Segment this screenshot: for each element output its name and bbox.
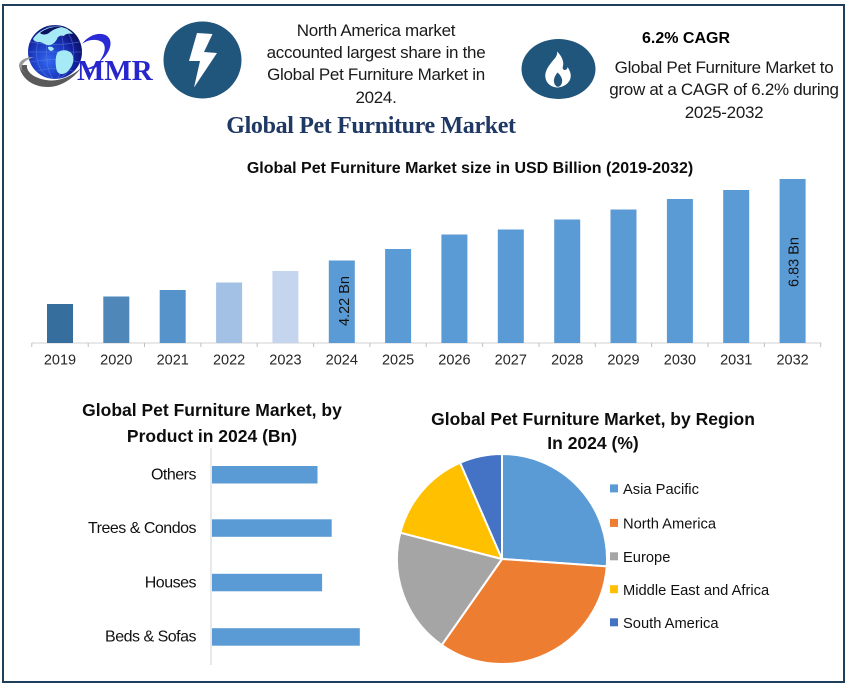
svg-text:2026: 2026 (438, 353, 470, 369)
svg-text:2028: 2028 (551, 353, 583, 369)
svg-text:North America: North America (623, 517, 717, 533)
svg-text:Asia Pacific: Asia Pacific (623, 482, 699, 498)
svg-text:Others: Others (151, 467, 197, 484)
svg-text:2032: 2032 (776, 353, 808, 369)
svg-text:Beds & Sofas: Beds & Sofas (105, 629, 196, 646)
svg-text:2024: 2024 (326, 353, 358, 369)
svg-text:2023: 2023 (269, 353, 301, 369)
svg-text:2030: 2030 (664, 353, 696, 369)
svg-text:2031: 2031 (720, 353, 752, 369)
svg-text:Trees & Condos: Trees & Condos (88, 520, 197, 537)
svg-text:Houses: Houses (145, 574, 197, 591)
svg-text:6.83 Bn: 6.83 Bn (787, 237, 803, 287)
svg-text:2020: 2020 (100, 353, 132, 369)
svg-text:Europe: Europe (623, 550, 670, 566)
svg-text:2027: 2027 (495, 353, 527, 369)
svg-text:2021: 2021 (157, 353, 189, 369)
svg-text:MMR: MMR (77, 55, 154, 87)
svg-text:4.22 Bn: 4.22 Bn (337, 276, 353, 326)
svg-text:Middle East and Africa: Middle East and Africa (623, 583, 770, 599)
svg-text:2029: 2029 (607, 353, 639, 369)
svg-text:2019: 2019 (44, 353, 76, 369)
svg-text:2025: 2025 (382, 353, 414, 369)
svg-text:South America: South America (623, 616, 719, 632)
svg-text:2022: 2022 (213, 353, 245, 369)
